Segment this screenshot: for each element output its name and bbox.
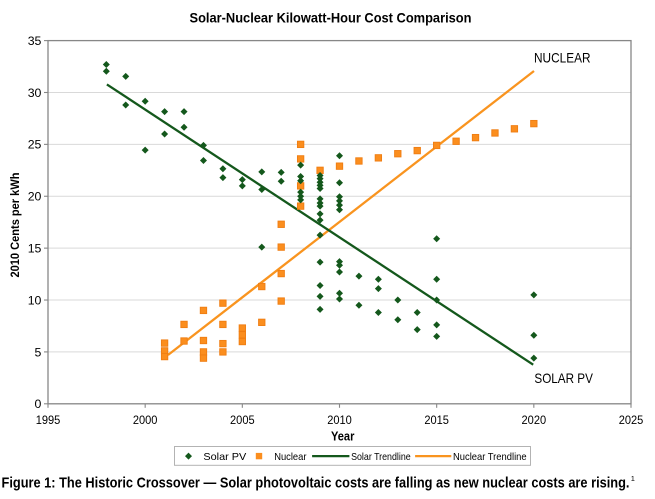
svg-text:0: 0 [35, 397, 42, 411]
svg-text:2005: 2005 [230, 413, 255, 427]
svg-text:10: 10 [28, 293, 42, 307]
svg-text:2000: 2000 [133, 413, 158, 427]
svg-text:NUCLEAR: NUCLEAR [534, 49, 591, 65]
svg-text:2015: 2015 [424, 413, 449, 427]
svg-text:Nuclear Trendline: Nuclear Trendline [453, 451, 527, 463]
svg-text:2020: 2020 [522, 413, 547, 427]
svg-text:Solar Trendline: Solar Trendline [351, 451, 411, 463]
svg-text:Nuclear: Nuclear [274, 451, 307, 463]
svg-text:25: 25 [28, 138, 42, 152]
svg-text:35: 35 [28, 34, 42, 48]
svg-text:2010: 2010 [327, 413, 352, 427]
svg-text:2010 Cents per kWh: 2010 Cents per kWh [8, 173, 22, 278]
svg-text:2025: 2025 [619, 413, 644, 427]
svg-text:1: 1 [631, 474, 635, 483]
svg-text:Solar PV: Solar PV [203, 451, 246, 463]
svg-text:15: 15 [28, 241, 42, 255]
svg-text:Figure 1: The Historic Crossov: Figure 1: The Historic Crossover — Solar… [2, 474, 630, 491]
svg-text:30: 30 [28, 86, 42, 100]
svg-text:Solar-Nuclear Kilowatt-Hour Co: Solar-Nuclear Kilowatt-Hour Cost Compari… [190, 10, 472, 26]
svg-text:SOLAR PV: SOLAR PV [534, 370, 593, 386]
svg-text:Year: Year [331, 429, 354, 444]
svg-text:1995: 1995 [36, 413, 61, 427]
svg-text:5: 5 [35, 345, 42, 359]
svg-text:20: 20 [28, 190, 42, 204]
